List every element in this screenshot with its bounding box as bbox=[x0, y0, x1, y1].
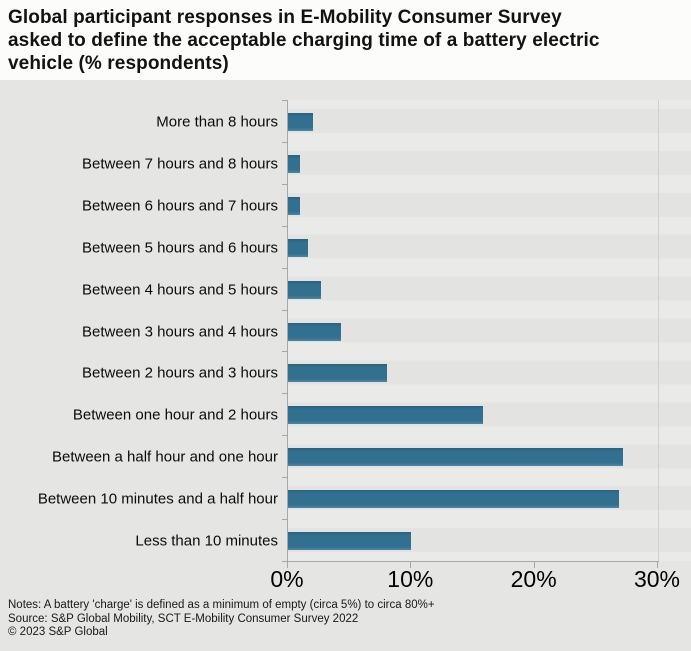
category-label: Between 5 hours and 6 hours bbox=[82, 239, 278, 257]
x-axis-line bbox=[287, 561, 659, 562]
category-label: Between 4 hours and 5 hours bbox=[82, 281, 278, 299]
chart-title: Global participant responses in E-Mobili… bbox=[0, 0, 691, 80]
bar bbox=[288, 322, 341, 341]
bar bbox=[288, 406, 483, 425]
y-tick-mark bbox=[282, 561, 287, 562]
category-label: Between 7 hours and 8 hours bbox=[82, 155, 278, 173]
chart-title-line-1: Global participant responses in E-Mobili… bbox=[8, 7, 562, 28]
y-tick-mark bbox=[282, 351, 287, 353]
y-tick-mark bbox=[282, 183, 287, 185]
category-label: Between a half hour and one hour bbox=[51, 448, 278, 466]
y-tick-mark bbox=[282, 393, 287, 395]
source-line: Source: S&P Global Mobility, SCT E-Mobil… bbox=[8, 612, 359, 625]
y-tick-mark bbox=[282, 267, 287, 269]
category-label: Between 6 hours and 7 hours bbox=[82, 197, 278, 215]
y-tick-mark bbox=[282, 100, 287, 101]
x-tick-label: 30% bbox=[633, 566, 681, 592]
notes-line: Notes: A battery 'charge' is defined as … bbox=[8, 599, 435, 611]
x-tick-label: 20% bbox=[510, 566, 557, 592]
category-label: More than 8 hours bbox=[156, 113, 278, 131]
x-tick-mark bbox=[410, 562, 412, 568]
category-label: Between 3 hours and 4 hours bbox=[82, 323, 278, 340]
category-label: Between one hour and 2 hours bbox=[72, 406, 278, 424]
category-label: Less than 10 minutes bbox=[135, 532, 278, 550]
x-tick-mark bbox=[287, 562, 288, 568]
y-axis-line bbox=[287, 100, 288, 562]
chart-title-line-2: asked to define the acceptable charging … bbox=[8, 30, 600, 51]
bar bbox=[288, 196, 300, 215]
bar bbox=[288, 532, 411, 551]
y-tick-mark bbox=[282, 309, 287, 311]
y-tick-mark bbox=[282, 435, 287, 437]
bar bbox=[288, 154, 300, 173]
bar bbox=[288, 280, 321, 299]
plot-right-border bbox=[658, 100, 659, 561]
chart-title-line-3: vehicle (% respondents) bbox=[8, 53, 229, 74]
y-tick-mark bbox=[282, 477, 287, 479]
category-label: Between 10 minutes and a half hour bbox=[37, 490, 278, 508]
y-tick-mark bbox=[282, 141, 287, 143]
x-tick-label: 0% bbox=[270, 566, 304, 592]
bar bbox=[288, 448, 623, 467]
category-label: Between 2 hours and 3 hours bbox=[82, 364, 278, 382]
copyright-line: © 2023 S&P Global bbox=[8, 626, 108, 638]
bar bbox=[288, 238, 308, 257]
plot-area bbox=[288, 100, 691, 561]
x-tick-label: 10% bbox=[387, 566, 434, 592]
y-tick-mark bbox=[282, 225, 287, 227]
bar bbox=[288, 364, 387, 383]
x-tick-mark bbox=[657, 562, 658, 568]
bar bbox=[288, 112, 313, 131]
x-tick-mark bbox=[533, 562, 535, 568]
y-tick-mark bbox=[282, 519, 287, 521]
bar bbox=[288, 490, 619, 509]
footer-notes: Notes: A battery 'charge' is defined as … bbox=[8, 599, 435, 640]
